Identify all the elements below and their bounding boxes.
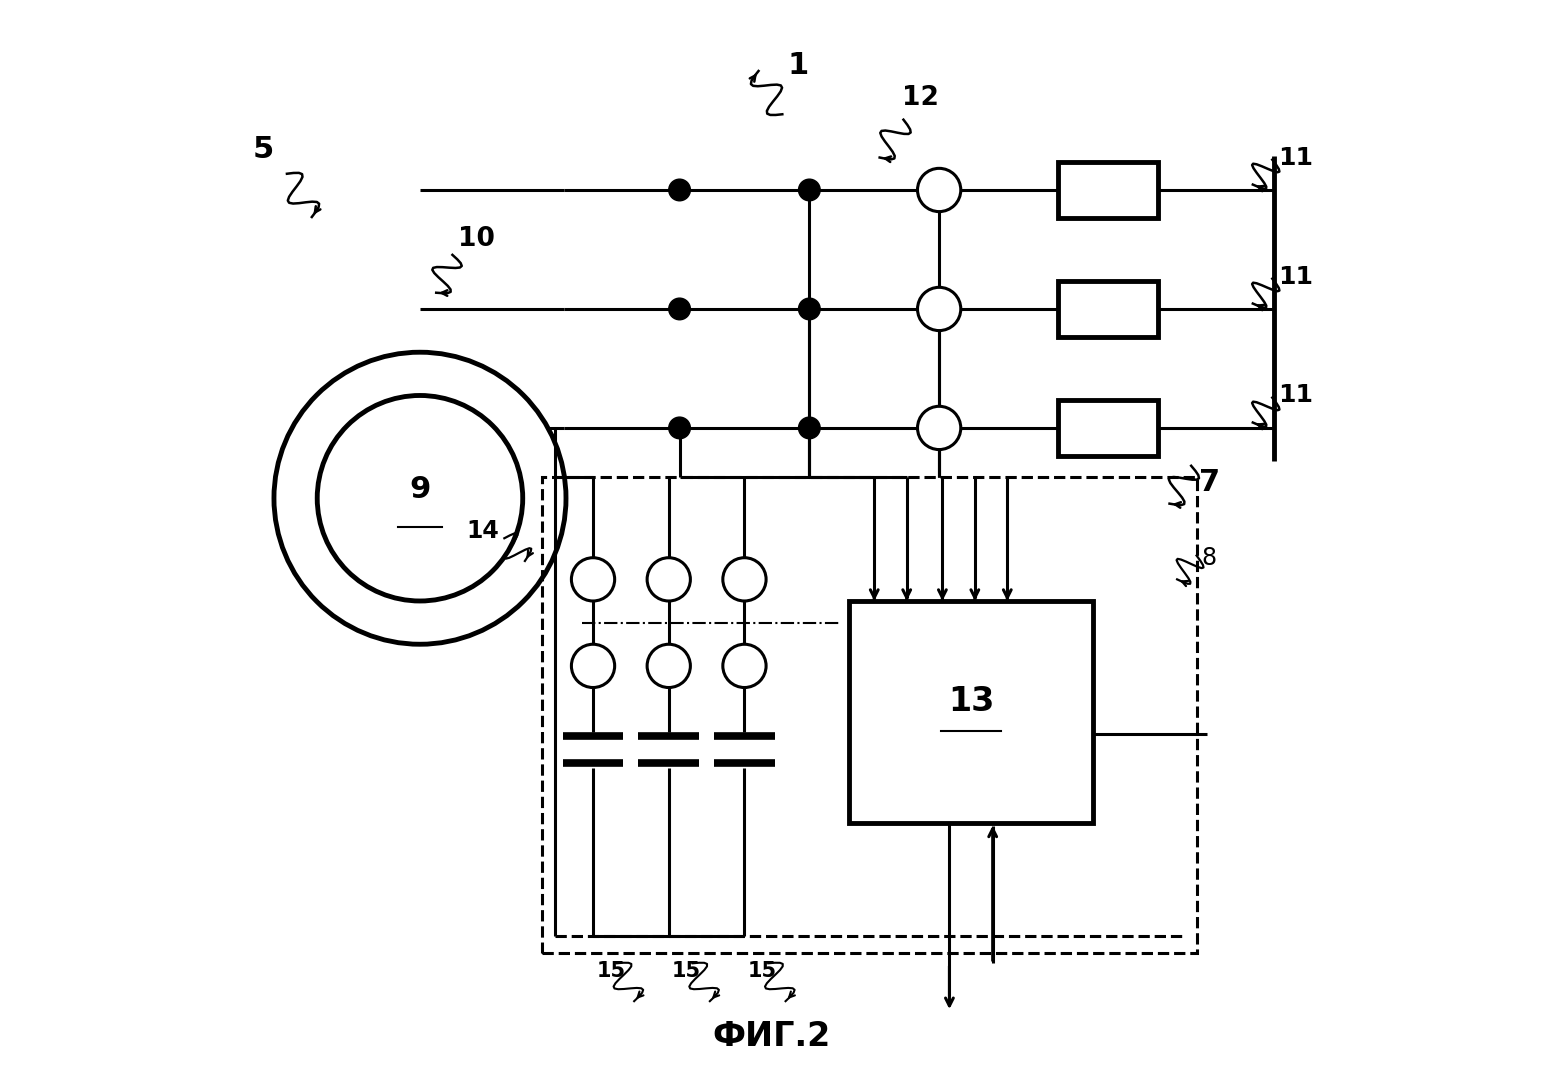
Text: 11: 11 bbox=[1278, 264, 1313, 288]
Text: 1: 1 bbox=[788, 51, 809, 80]
Circle shape bbox=[799, 298, 821, 319]
Text: 12: 12 bbox=[903, 86, 940, 112]
Text: 9: 9 bbox=[409, 475, 430, 504]
Text: 5: 5 bbox=[253, 135, 273, 165]
Circle shape bbox=[668, 417, 690, 439]
Circle shape bbox=[918, 287, 961, 330]
Text: 15: 15 bbox=[673, 962, 701, 981]
Circle shape bbox=[647, 558, 690, 601]
Text: 15: 15 bbox=[748, 962, 776, 981]
Circle shape bbox=[722, 644, 765, 688]
Circle shape bbox=[918, 406, 961, 449]
Text: 15: 15 bbox=[596, 962, 625, 981]
Circle shape bbox=[799, 417, 821, 439]
Circle shape bbox=[647, 644, 690, 688]
Text: ФИГ.2: ФИГ.2 bbox=[713, 1020, 830, 1054]
Text: 11: 11 bbox=[1278, 383, 1313, 407]
Circle shape bbox=[668, 298, 690, 319]
Bar bbox=[849, 601, 1092, 823]
Circle shape bbox=[722, 558, 765, 601]
Text: 8: 8 bbox=[1200, 546, 1216, 570]
Circle shape bbox=[918, 168, 961, 211]
Bar bbox=[1058, 161, 1157, 218]
Bar bbox=[542, 477, 1196, 953]
Text: 10: 10 bbox=[458, 225, 495, 251]
Circle shape bbox=[571, 558, 614, 601]
Bar bbox=[1058, 280, 1157, 337]
Text: 14: 14 bbox=[466, 519, 498, 543]
Bar bbox=[1058, 400, 1157, 456]
Text: 11: 11 bbox=[1278, 145, 1313, 170]
Text: 7: 7 bbox=[1199, 468, 1221, 496]
Circle shape bbox=[799, 179, 821, 200]
Text: 13: 13 bbox=[947, 684, 994, 718]
Circle shape bbox=[668, 179, 690, 200]
Circle shape bbox=[571, 644, 614, 688]
